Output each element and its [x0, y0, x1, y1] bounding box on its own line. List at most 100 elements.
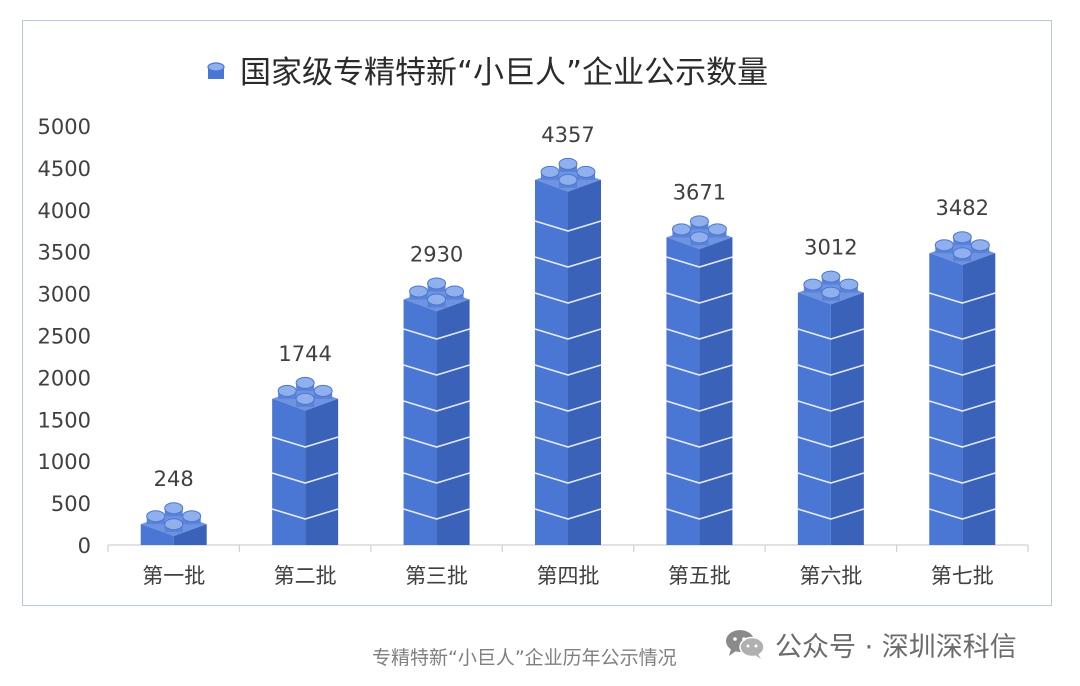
brick-stud [277, 384, 297, 397]
chart-title: 国家级专精特新“小巨人”企业公示数量 [240, 55, 768, 91]
brick-stud [427, 293, 447, 306]
bar-face-right [962, 253, 996, 545]
brick-stud [295, 376, 315, 389]
brick-stud [558, 173, 578, 186]
wechat-icon [726, 630, 765, 659]
bar-face-left [929, 253, 963, 545]
brick-line [534, 508, 602, 520]
data-label: 2930 [410, 242, 463, 266]
brick-stud [540, 165, 560, 178]
chart-frame: 国家级专精特新“小巨人”企业公示数量 0 500 1000 1500 2000 2500 3… [22, 20, 1052, 606]
brick-line [534, 292, 602, 304]
brick-stud [313, 384, 333, 397]
bar [929, 231, 996, 545]
bar-face-left [666, 237, 700, 546]
brick-line [797, 472, 865, 484]
y-tick-label: 5000 [38, 115, 91, 139]
brick-line [271, 508, 339, 520]
bar-face-right [436, 299, 470, 545]
bar-face-left [535, 179, 568, 545]
y-axis: 0 500 1000 1500 2000 2500 3000 3500 4000 4500 5000 [38, 115, 91, 558]
brick-line [666, 436, 733, 448]
x-tick-label: 第四批 [537, 564, 600, 588]
brick-line [666, 400, 733, 412]
brick-stud [576, 165, 596, 178]
bar [797, 270, 865, 545]
data-label: 3482 [936, 196, 989, 220]
brick-line [666, 328, 733, 340]
brick-stud [689, 231, 709, 244]
brick-line [929, 400, 996, 412]
x-tick-label: 第三批 [405, 564, 468, 588]
brick-line [929, 472, 996, 484]
brick-legend-icon [207, 62, 225, 79]
brick-line [534, 328, 602, 340]
bar-face-right [568, 179, 601, 545]
brick-line [929, 364, 996, 376]
brick-line [797, 436, 865, 448]
bar-face-right [305, 398, 339, 545]
bar-face-left [403, 299, 437, 545]
brick-line [534, 436, 602, 448]
brick-line [666, 364, 733, 376]
y-tick-label: 1000 [38, 450, 91, 474]
brick-line [929, 328, 996, 340]
brick-line [271, 472, 339, 484]
brick-stud [952, 231, 972, 244]
brick-stud [409, 285, 429, 298]
brick-stud [295, 392, 315, 405]
x-tick-label: 第六批 [799, 564, 862, 588]
bars [140, 157, 996, 546]
brick-stud [146, 510, 166, 523]
x-tick-label: 第二批 [274, 564, 337, 588]
data-label: 1744 [278, 342, 331, 366]
bar [666, 215, 733, 546]
bar-face-right [699, 237, 733, 546]
data-labels: 248 1744 2930 4357 3671 3012 3482 [154, 123, 989, 491]
data-label: 3671 [673, 180, 726, 204]
brick-stud [164, 502, 184, 515]
brick-stud [970, 239, 990, 252]
x-tick-label: 第一批 [142, 564, 205, 588]
watermark-text: 公众号 · 深圳深科信 [775, 631, 1017, 663]
brick-line [534, 256, 602, 268]
brick-line [929, 436, 996, 448]
bar-chart: 国家级专精特新“小巨人”企业公示数量 0 500 1000 1500 2000 2500 3… [38, 55, 1029, 588]
chart-title-group: 国家级专精特新“小巨人”企业公示数量 [207, 55, 768, 91]
brick-stud [821, 286, 841, 299]
brick-line [929, 508, 996, 520]
y-tick-label: 2000 [38, 366, 91, 390]
brick-line [666, 472, 733, 484]
brick-line [666, 292, 733, 304]
x-axis: 第一批 第二批 第三批 第四批 第五批 第六批 第七批 [107, 544, 1029, 588]
data-label: 3012 [804, 236, 857, 260]
y-tick-label: 0 [78, 534, 91, 558]
brick-line [403, 436, 470, 448]
brick-line [797, 400, 865, 412]
caption: 专精特新“小巨人”企业历年公示情况 [372, 647, 677, 669]
y-tick-label: 3500 [38, 241, 91, 265]
brick-line [534, 400, 602, 412]
bar [271, 376, 339, 545]
y-tick-label: 4500 [38, 157, 91, 181]
bar-face-left [272, 398, 306, 545]
x-tick-label: 第五批 [668, 564, 731, 588]
brick-line [403, 364, 470, 376]
brick-stud [803, 278, 823, 291]
brick-stud [445, 285, 465, 298]
brick-stud [182, 510, 202, 523]
brick-line [666, 256, 733, 268]
y-tick-label: 3000 [38, 283, 91, 307]
brick-line [929, 292, 996, 304]
brick-line [403, 400, 470, 412]
y-tick-label: 1500 [38, 408, 91, 432]
bar [534, 157, 602, 545]
brick-line [271, 436, 339, 448]
brick-line [403, 328, 470, 340]
y-tick-label: 500 [51, 492, 91, 516]
brick-stud [952, 247, 972, 260]
brick-line [403, 508, 470, 520]
brick-stud [164, 518, 184, 531]
brick-stud [821, 270, 841, 283]
brick-stud [934, 239, 954, 252]
